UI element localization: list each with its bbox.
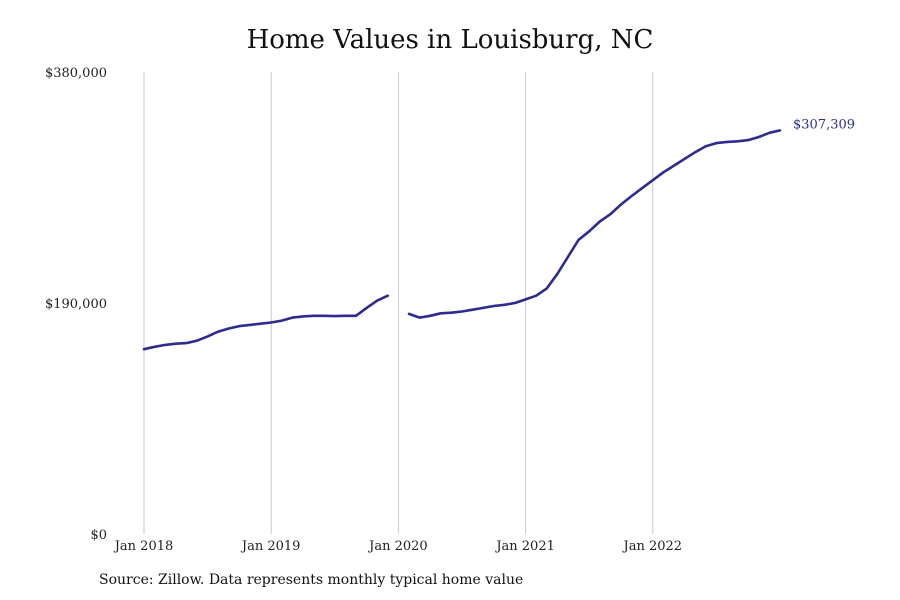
source-note: Source: Zillow. Data represents monthly … — [99, 572, 524, 588]
y-tick-label: $380,000 — [45, 66, 107, 81]
x-tick-label: Jan 2021 — [494, 539, 555, 554]
x-tick-label: Jan 2019 — [240, 539, 301, 554]
y-tick-label: $190,000 — [45, 297, 107, 312]
end-value-label: $307,309 — [793, 117, 855, 132]
gridlines — [143, 72, 654, 534]
series-line — [142, 129, 782, 351]
x-tick-label: Jan 2020 — [367, 539, 428, 554]
series-segment — [142, 294, 390, 351]
x-axis-ticks: Jan 2018 Jan 2019 Jan 2020 Jan 2021 Jan 2022 — [113, 539, 682, 554]
chart-title: Home Values in Louisburg, NC — [246, 25, 654, 55]
y-tick-label: $0 — [90, 528, 107, 543]
x-tick-label: Jan 2022 — [622, 539, 683, 554]
series-segment — [407, 129, 782, 319]
y-axis-ticks: $0 $190,000 $380,000 — [45, 66, 107, 543]
x-tick-label: Jan 2018 — [113, 539, 174, 554]
